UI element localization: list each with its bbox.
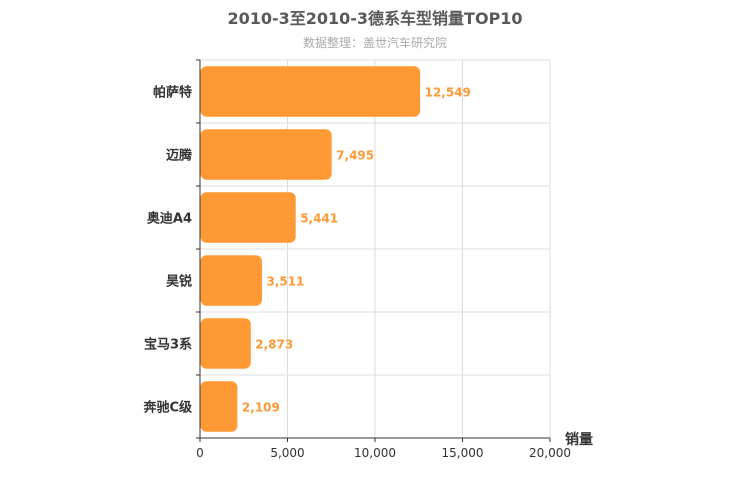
value-label: 2,873 [255,338,293,352]
chart-title: 2010-3至2010-3德系车型销量TOP10 [227,9,523,28]
bar-1 [200,129,332,180]
x-tick-label: 15,000 [442,446,484,460]
x-tick-label: 20,000 [529,446,571,460]
value-label: 5,441 [300,212,338,226]
x-tick-label: 10,000 [354,446,396,460]
bar-3 [200,255,262,306]
bar-4 [200,318,251,369]
category-label: 帕萨特 [153,85,192,101]
category-label: 迈腾 [166,148,193,164]
chart-subtitle: 数据整理：盖世汽车研究院 [302,36,447,50]
value-label: 2,109 [242,401,280,415]
category-label: 奔驰C级 [142,400,193,416]
x-tick-label: 5,000 [270,446,304,460]
category-label: 昊锐 [166,274,192,290]
bars: 12,549 7,495 5,441 3,511 2,873 2,109 [200,66,471,432]
x-axis-title: 销量 [565,431,593,448]
bar-0 [200,66,421,117]
value-label: 12,549 [425,86,471,100]
category-label: 奥迪A4 [147,211,192,227]
value-label: 3,511 [266,275,304,289]
x-tick-label: 0 [196,446,204,460]
value-label: 7,495 [336,149,374,163]
bar-2 [200,192,296,243]
bar-5 [200,381,238,432]
category-label: 宝马3系 [144,337,192,353]
